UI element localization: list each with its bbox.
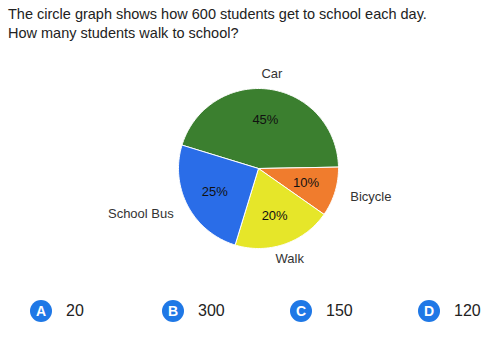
html-text:20: 20 (66, 302, 84, 319)
svg-text:Bicycle: Bicycle (350, 189, 391, 204)
html-text:B: B (167, 303, 179, 319)
html-text:120: 120 (454, 302, 481, 319)
html-text:The circle graph shows how 600: The circle graph shows how 600 students … (8, 6, 427, 22)
svg-text:20%: 20% (262, 208, 288, 223)
svg-text:10%: 10% (293, 175, 319, 190)
svg-text:School Bus: School Bus (108, 206, 174, 221)
svg-text:25%: 25% (202, 184, 228, 199)
svg-text:45%: 45% (252, 112, 278, 127)
html-text:150: 150 (326, 302, 353, 319)
html-text:300: 300 (198, 302, 225, 319)
html-text:C: C (295, 303, 307, 319)
html-text:A: A (35, 303, 47, 319)
html-text:D: D (423, 303, 435, 319)
html-text:How many students walk to scho: How many students walk to school? (8, 25, 239, 41)
svg-text:Car: Car (261, 66, 283, 81)
svg-text:Walk: Walk (276, 251, 305, 266)
